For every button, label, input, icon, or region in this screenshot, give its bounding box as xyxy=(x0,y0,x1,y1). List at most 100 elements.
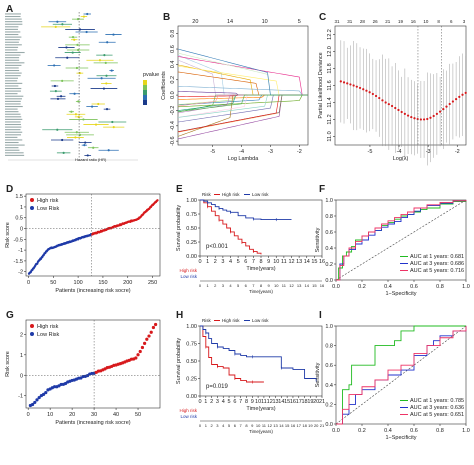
panel-d-risk-score-plot: 0 50 100 150 200 250 -2 -1.5 -1 -0.5 0 0.5 1 1.5 Patie… xyxy=(5,193,161,294)
panel-d-label: D xyxy=(6,184,13,195)
hr-point xyxy=(86,12,89,16)
panel-h-xtick-label: 15 xyxy=(284,399,290,405)
panel-b-top-tick: 5 xyxy=(298,19,301,25)
panel-c-label: C xyxy=(319,12,326,23)
deviance-point xyxy=(448,102,451,106)
roc-legend-label: AUC at 1 years: 0.681 xyxy=(410,254,464,260)
risk-table-xtick: 8 xyxy=(260,283,263,288)
panel-b-frame xyxy=(177,25,309,146)
risk-table-xtick: 17 xyxy=(297,423,302,428)
pvalue-colorbar-segment xyxy=(143,95,147,100)
panel-g-xtick-label: 30 xyxy=(91,412,97,418)
panel-h-xtick-label: 7 xyxy=(239,399,242,405)
panel-c-top-tick: 6 xyxy=(450,19,453,24)
gene-label-bar xyxy=(5,136,18,138)
gene-label-bar xyxy=(5,98,22,100)
panel-c-ylabel: Partial Likelihood Deviance xyxy=(318,52,324,118)
panel-c-top-tick: 10 xyxy=(423,19,429,24)
panel-g-xtick-label: 20 xyxy=(69,412,75,418)
hr-point xyxy=(70,110,73,113)
legend-low-risk-marker xyxy=(30,332,34,336)
hr-point xyxy=(84,141,87,144)
deviance-point xyxy=(429,116,432,119)
pvalue-colorbar-segment xyxy=(143,85,147,90)
gene-label-bar xyxy=(5,154,25,156)
coefficient-path xyxy=(177,94,308,133)
coefficient-path xyxy=(177,48,308,96)
panel-e-xtick-label: 15 xyxy=(311,259,317,265)
panel-g-frame xyxy=(25,319,161,409)
legend-high-risk-marker xyxy=(30,324,34,328)
panel-g-label: G xyxy=(6,310,14,321)
gene-label-bar xyxy=(5,126,22,128)
panel-h-xtick-label: 10 xyxy=(255,399,261,405)
deviance-point xyxy=(358,86,362,90)
panel-i-xtick-label: 0.6 xyxy=(410,428,418,434)
panel-g-xtick-label: 50 xyxy=(135,412,141,418)
hr-point xyxy=(97,102,100,106)
deviance-point xyxy=(400,110,403,114)
panel-h-xtick-label: 21 xyxy=(319,399,325,405)
risk-table-xtick: 12 xyxy=(289,283,294,288)
panel-e-xtick-label: 5 xyxy=(237,259,240,265)
gene-label-bar xyxy=(5,15,21,18)
gene-label-bar xyxy=(5,129,21,131)
panel-g-ytick-label: 1 xyxy=(20,353,23,359)
risk-table-xtick: 6 xyxy=(234,423,237,428)
risk-table-xtick: 9 xyxy=(268,283,271,288)
gene-label-bar xyxy=(5,141,19,144)
panel-i-xlabel: 1−Specificity xyxy=(385,435,416,441)
risk-table-xtick: 7 xyxy=(240,423,243,428)
hr-point xyxy=(71,51,74,54)
legend-low-risk-label: Low risk xyxy=(252,318,269,323)
panel-b-xtick-label: -3 xyxy=(268,149,273,155)
deviance-point xyxy=(346,82,349,85)
deviance-point xyxy=(445,105,448,108)
panel-b-xlabel: Log Lambda xyxy=(228,156,260,162)
hr-point xyxy=(77,100,80,103)
legend-low-risk-marker xyxy=(30,206,34,210)
panel-f-frame xyxy=(335,199,467,281)
risk-table-xtick: 19 xyxy=(308,423,313,428)
gene-label-bar xyxy=(5,75,21,77)
panel-d-ytick-label: -2 xyxy=(18,270,23,276)
panel-b-ytick-label: -0.4 xyxy=(170,121,176,130)
gene-label-bar xyxy=(5,72,22,74)
panel-f-xtick-label: 1.0 xyxy=(462,284,470,290)
roc-curve-3 xyxy=(336,200,467,281)
panel-f-xtick-label: 0.4 xyxy=(384,284,392,290)
risk-table-xtick: 0 xyxy=(199,423,202,428)
deviance-point xyxy=(438,110,442,113)
risk-table-xtick: 11 xyxy=(282,283,287,288)
gene-label-bar xyxy=(5,41,19,43)
risk-table-xtick: 6 xyxy=(245,283,248,288)
panel-e-xtick-label: 14 xyxy=(304,259,310,265)
deviance-point xyxy=(368,91,371,94)
panel-f-ylabel: Sensitivity xyxy=(315,227,321,252)
panel-b-ytick-label: 0.2 xyxy=(170,76,176,84)
hr-point xyxy=(111,120,114,124)
panel-a-legend-title: pvalue xyxy=(143,72,159,78)
hr-point xyxy=(86,154,89,157)
roc-diagonal xyxy=(335,199,467,281)
panel-h-xtick-label: 18 xyxy=(302,399,308,405)
panel-c-top-tick: 21 xyxy=(385,19,391,24)
panel-g-risk-score-plot: 0 10 20 30 40 50 -1 0 1 2 Patients (increasing ris… xyxy=(5,319,161,426)
gene-label-bar xyxy=(5,49,18,51)
risk-table-low-label: Low risk xyxy=(180,274,197,279)
deviance-point xyxy=(461,93,464,96)
hr-point xyxy=(53,84,57,88)
km-low-risk-curve xyxy=(200,325,317,381)
gene-label-bar xyxy=(5,87,22,90)
high-risk-point xyxy=(140,345,145,350)
risk-table-xtick: 3 xyxy=(216,423,219,428)
gene-label-bar xyxy=(5,108,18,110)
hr-point xyxy=(105,74,108,77)
hr-point xyxy=(53,64,56,67)
gene-label-bar xyxy=(5,111,19,113)
panel-f-roc-plot: 0.0 0.2 0.4 0.6 0.8 1.0 0.0 0.2 0.4 0.6 0.8 1.0 1−Sp… xyxy=(315,198,470,297)
deviance-point xyxy=(378,96,381,100)
risk-table-xtick: 14 xyxy=(305,283,310,288)
panel-f-ytick-label: 1.0 xyxy=(325,198,333,204)
